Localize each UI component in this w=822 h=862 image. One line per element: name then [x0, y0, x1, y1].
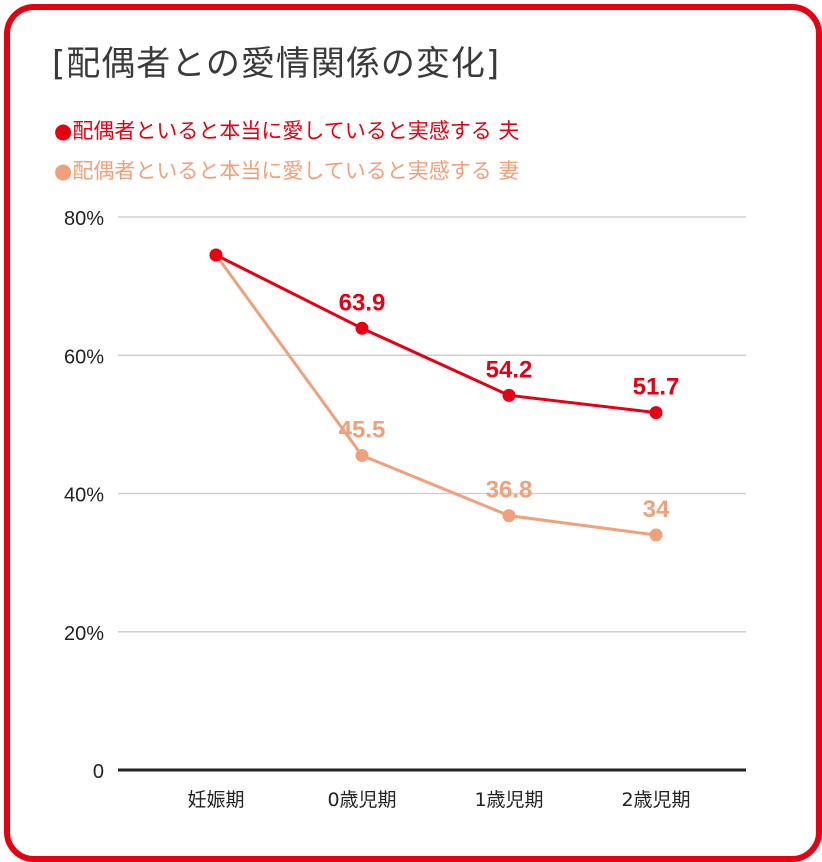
chart-frame	[4, 4, 822, 862]
x-axis-categories: 妊娠期 0歳児期 1歳児期 2歳児期	[187, 789, 690, 811]
data-label: 34	[643, 496, 670, 523]
series-line-0	[215, 253, 657, 415]
data-point	[209, 248, 223, 262]
x-category-label: 2歳児期	[621, 789, 690, 811]
y-axis-ticks: 0 20% 40% 60% 80%	[64, 208, 104, 783]
legend-entry-wife: ●配偶者といると本当に愛していると実感する 妻	[54, 155, 519, 185]
data-labels: 45.5 36.8 34 63.9 54.2 51.7	[339, 289, 680, 523]
data-point	[355, 448, 369, 462]
series-lines	[214, 253, 657, 537]
legend-entry-husband: ●配偶者といると本当に愛していると実感する 夫	[54, 115, 519, 145]
y-tick-label: 60%	[64, 346, 104, 368]
y-tick-label: 0	[93, 761, 104, 783]
data-point	[502, 509, 516, 523]
y-tick-label: 20%	[64, 623, 104, 645]
grid-lines	[118, 216, 746, 772]
data-point	[355, 321, 369, 335]
y-tick-label: 40%	[64, 485, 104, 507]
data-point	[649, 406, 663, 420]
x-category-label: 妊娠期	[187, 789, 244, 811]
x-category-label: 1歳児期	[474, 789, 543, 811]
series-points	[209, 248, 663, 542]
data-label: 45.5	[339, 416, 386, 443]
data-label: 51.7	[633, 374, 680, 401]
chart-title: [配偶者との愛情関係の変化]	[52, 44, 501, 84]
data-label: 36.8	[486, 477, 533, 504]
data-label: 54.2	[486, 356, 533, 383]
data-label: 63.9	[339, 289, 386, 316]
y-tick-label: 80%	[64, 208, 104, 230]
data-point	[649, 528, 663, 542]
data-point	[502, 388, 516, 402]
legend-label-wife: ●配偶者といると本当に愛していると実感する 妻	[54, 159, 520, 183]
legend-label-husband: ●配偶者といると本当に愛していると実感する 夫	[54, 119, 520, 143]
x-category-label: 0歳児期	[327, 789, 396, 811]
series-line-1	[214, 254, 657, 537]
